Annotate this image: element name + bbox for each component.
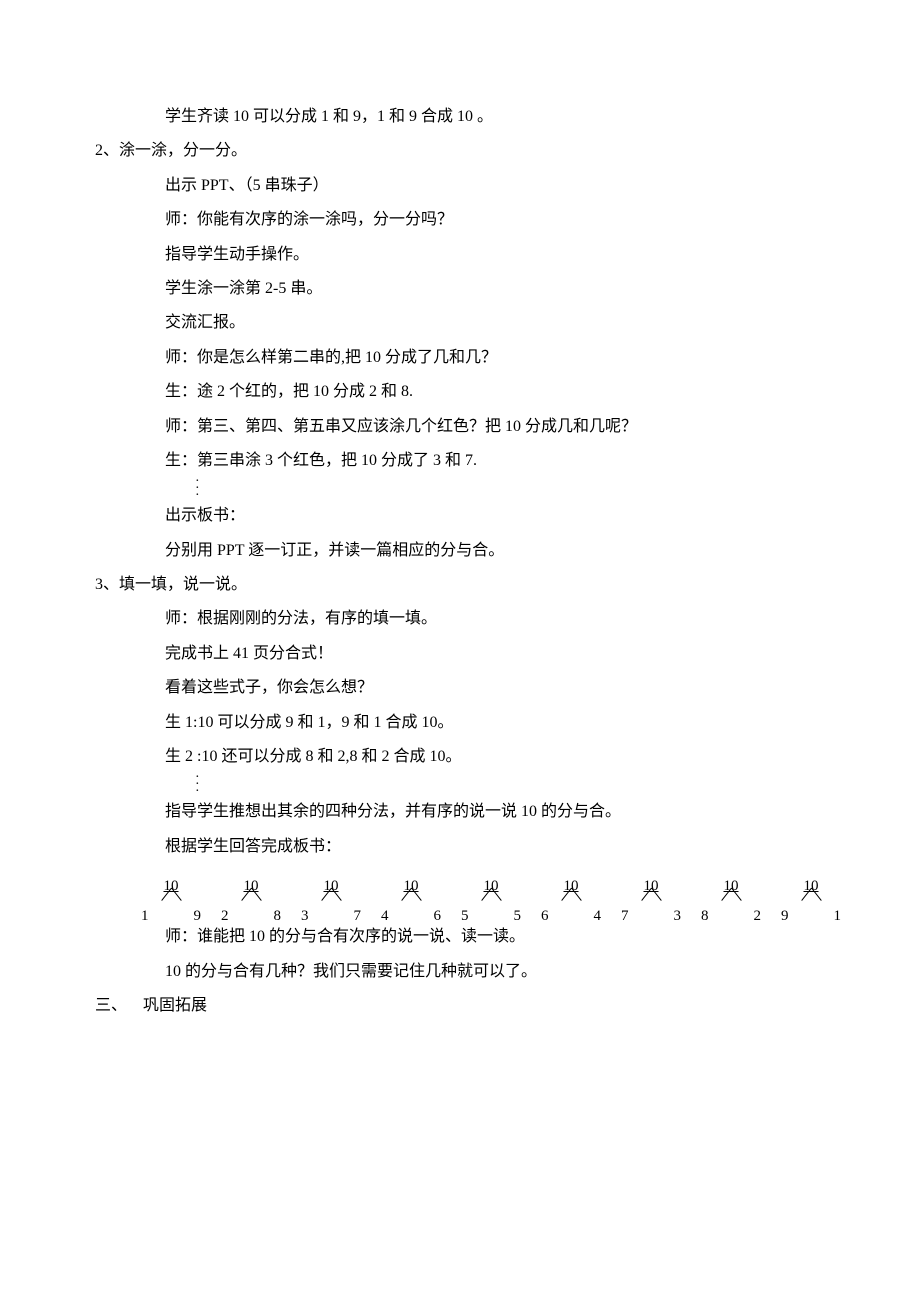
body-line: 生 2 :10 还可以分成 8 和 2,8 和 2 合成 10。 [95, 740, 825, 774]
tree-top: 10 [375, 870, 447, 902]
tree-top: 10 [295, 870, 367, 902]
tree-node: 10 6 4 [535, 870, 607, 914]
tree-right-leaf: 4 [594, 900, 602, 932]
tree-top: 10 [535, 870, 607, 902]
decomposition-diagram: 10 1 9 10 2 8 10 3 7 10 4 6 10 5 5 10 6 … [95, 870, 825, 914]
tree-left-leaf: 9 [781, 900, 789, 932]
tree-node: 10 2 8 [215, 870, 287, 914]
dot: · [195, 781, 825, 788]
body-line: 出示 PPT、（5 串珠子） [95, 169, 825, 203]
body-line: 师：第三、第四、第五串又应该涂几个红色？把 10 分成几和几呢？ [95, 410, 825, 444]
body-line: 学生齐读 10 可以分成 1 和 9，1 和 9 合成 10 。 [95, 100, 825, 134]
body-line: 师：根据刚刚的分法，有序的填一填。 [95, 602, 825, 636]
tree-node: 10 9 1 [775, 870, 847, 914]
body-line: 指导学生动手操作。 [95, 238, 825, 272]
body-line: 根据学生回答完成板书： [95, 830, 825, 864]
tree-left-leaf: 2 [221, 900, 229, 932]
section-three-heading: 三、 巩固拓展 [95, 989, 825, 1023]
vertical-ellipsis-icon: · · · [95, 478, 825, 499]
tree-top: 10 [135, 870, 207, 902]
body-line: 生：途 2 个红的，把 10 分成 2 和 8. [95, 375, 825, 409]
tree-left-leaf: 5 [461, 900, 469, 932]
tree-right-leaf: 1 [834, 900, 842, 932]
tree-top: 10 [215, 870, 287, 902]
tree-left-leaf: 8 [701, 900, 709, 932]
dot: · [195, 774, 825, 781]
body-line: 生 1:10 可以分成 9 和 1，9 和 1 合成 10。 [95, 706, 825, 740]
dot: · [195, 485, 825, 492]
tree-right-leaf: 2 [754, 900, 762, 932]
body-line: 看着这些式子，你会怎么想？ [95, 671, 825, 705]
tree-right-leaf: 8 [274, 900, 282, 932]
body-line: 指导学生推想出其余的四种分法，并有序的说一说 10 的分与合。 [95, 795, 825, 829]
body-line: 交流汇报。 [95, 306, 825, 340]
tree-right-leaf: 5 [514, 900, 522, 932]
tree-left-leaf: 1 [141, 900, 149, 932]
dot: · [195, 478, 825, 485]
section-3-heading: 3、填一填，说一说。 [95, 568, 825, 602]
body-line: 完成书上 41 页分合式！ [95, 637, 825, 671]
tree-node: 10 5 5 [455, 870, 527, 914]
body-line: 分别用 PPT 逐一订正，并读一篇相应的分与合。 [95, 534, 825, 568]
tree-left-leaf: 4 [381, 900, 389, 932]
dot: · [195, 492, 825, 499]
tree-top: 10 [695, 870, 767, 902]
body-line: 学生涂一涂第 2-5 串。 [95, 272, 825, 306]
tree-top: 10 [455, 870, 527, 902]
tree-right-leaf: 6 [434, 900, 442, 932]
body-line: 师：你能有次序的涂一涂吗，分一分吗？ [95, 203, 825, 237]
tree-right-leaf: 3 [674, 900, 682, 932]
tree-node: 10 3 7 [295, 870, 367, 914]
body-line: 10 的分与合有几种？我们只需要记住几种就可以了。 [95, 955, 825, 989]
tree-node: 10 1 9 [135, 870, 207, 914]
tree-right-leaf: 9 [194, 900, 202, 932]
dot: · [195, 788, 825, 795]
section-2-heading: 2、涂一涂，分一分。 [95, 134, 825, 168]
tree-left-leaf: 3 [301, 900, 309, 932]
body-line: 师：谁能把 10 的分与合有次序的说一说、读一读。 [95, 920, 825, 954]
body-line: 出示板书： [95, 499, 825, 533]
tree-right-leaf: 7 [354, 900, 362, 932]
vertical-ellipsis-icon: · · · [95, 774, 825, 795]
tree-top: 10 [775, 870, 847, 902]
tree-top: 10 [615, 870, 687, 902]
tree-node: 10 8 2 [695, 870, 767, 914]
tree-left-leaf: 6 [541, 900, 549, 932]
tree-node: 10 7 3 [615, 870, 687, 914]
tree-left-leaf: 7 [621, 900, 629, 932]
tree-node: 10 4 6 [375, 870, 447, 914]
body-line: 师：你是怎么样第二串的,把 10 分成了几和几？ [95, 341, 825, 375]
body-line: 生：第三串涂 3 个红色，把 10 分成了 3 和 7. [95, 444, 825, 478]
